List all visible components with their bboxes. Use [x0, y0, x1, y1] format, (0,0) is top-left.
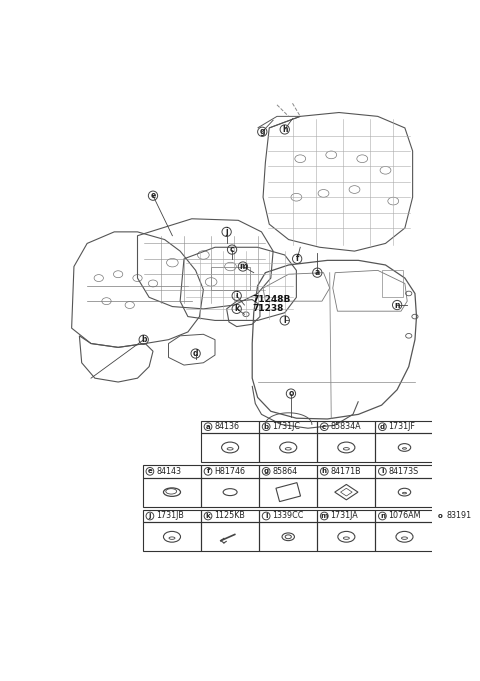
Text: i: i [235, 291, 238, 300]
Text: 1339CC: 1339CC [272, 511, 304, 520]
Text: l: l [283, 316, 286, 325]
Text: 85834A: 85834A [330, 422, 361, 431]
Bar [317, 421, 375, 433]
Text: 84171B: 84171B [330, 467, 361, 476]
Bar [317, 433, 375, 462]
Text: d: d [193, 349, 198, 358]
Bar [259, 522, 317, 552]
Text: d: d [380, 424, 385, 430]
Text: f: f [206, 469, 210, 475]
Bar [317, 477, 375, 507]
Text: k: k [205, 513, 210, 519]
Text: 1731JA: 1731JA [330, 511, 358, 520]
Text: 84173S: 84173S [389, 467, 419, 476]
Bar [433, 522, 480, 552]
Text: o: o [288, 389, 294, 398]
Text: f: f [296, 254, 299, 264]
Bar [317, 522, 375, 552]
Text: 84143: 84143 [156, 467, 181, 476]
Bar [201, 522, 259, 552]
Text: l: l [265, 513, 267, 519]
Bar [143, 465, 201, 477]
Text: m: m [239, 262, 247, 271]
Bar [382, 270, 403, 298]
Text: g: g [260, 127, 265, 136]
Bar [375, 421, 433, 433]
Bar [259, 421, 317, 433]
Text: m: m [321, 513, 328, 519]
Bar [259, 433, 317, 462]
Bar [317, 510, 375, 522]
Bar [143, 477, 201, 507]
Text: n: n [395, 300, 400, 310]
Text: o: o [438, 513, 443, 519]
Text: 85864: 85864 [272, 467, 298, 476]
Text: c: c [322, 424, 326, 430]
Text: k: k [234, 304, 239, 313]
Text: h: h [322, 469, 327, 475]
Text: a: a [206, 424, 210, 430]
Bar [143, 510, 201, 522]
Text: 1731JF: 1731JF [389, 422, 416, 431]
Text: 1731JB: 1731JB [156, 511, 184, 520]
Bar [375, 510, 433, 522]
Text: g: g [264, 469, 269, 475]
Text: j: j [225, 227, 228, 236]
Bar [201, 421, 259, 433]
Bar [433, 510, 480, 522]
Text: 84136: 84136 [214, 422, 239, 431]
Text: 71248B: 71248B [252, 295, 290, 304]
Text: H81746: H81746 [214, 467, 245, 476]
Text: 1076AM: 1076AM [389, 511, 421, 520]
Bar [375, 522, 433, 552]
Bar [259, 465, 317, 477]
Bar [201, 465, 259, 477]
Text: 71238: 71238 [252, 304, 284, 313]
Text: c: c [230, 245, 234, 254]
Text: 1125KB: 1125KB [214, 511, 245, 520]
Text: a: a [315, 268, 320, 277]
Text: i: i [381, 469, 384, 475]
Text: e: e [147, 469, 152, 475]
Text: e: e [150, 191, 156, 200]
Text: 83191: 83191 [447, 511, 472, 520]
Text: b: b [141, 335, 146, 344]
Bar [317, 465, 375, 477]
Bar [211, 266, 250, 289]
Text: n: n [380, 513, 385, 519]
Bar [259, 477, 317, 507]
Bar [201, 433, 259, 462]
Text: j: j [149, 513, 151, 519]
Bar [201, 477, 259, 507]
Text: b: b [264, 424, 269, 430]
Bar [143, 522, 201, 552]
Text: 1731JC: 1731JC [272, 422, 300, 431]
Bar [375, 433, 433, 462]
Bar [201, 510, 259, 522]
Bar [375, 477, 433, 507]
Text: h: h [282, 125, 288, 134]
Bar [375, 465, 433, 477]
Bar [259, 510, 317, 522]
